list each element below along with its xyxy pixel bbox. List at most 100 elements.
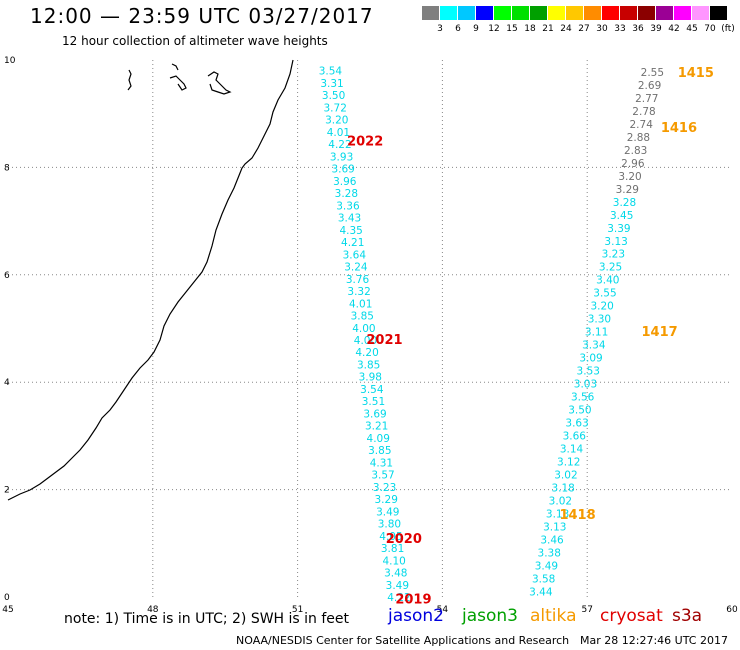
swh-value: 3.34 xyxy=(582,340,606,352)
y-tick-label: 2 xyxy=(4,486,10,496)
swh-value: 3.54 xyxy=(319,66,343,78)
swh-value: 3.58 xyxy=(532,574,555,586)
scale-swatch xyxy=(440,6,458,20)
swh-value: 3.38 xyxy=(538,548,561,560)
swh-value: 4.05 xyxy=(379,531,402,543)
swh-value: 3.29 xyxy=(616,184,639,196)
swh-value: 4.35 xyxy=(339,225,362,237)
swh-value: 3.76 xyxy=(346,274,370,286)
swh-value: 2.69 xyxy=(638,80,661,92)
swh-value: 3.98 xyxy=(359,372,382,384)
swh-value: 3.30 xyxy=(588,314,611,326)
pass-number-labels: 2022 2021 2020 2019 1415 1416 1417 1418 xyxy=(347,66,714,608)
pass-label: 1418 xyxy=(559,508,595,523)
scale-label: 39 xyxy=(650,24,662,34)
swh-value: 3.53 xyxy=(577,366,600,378)
swh-value: 3.55 xyxy=(593,288,616,300)
swh-value: 4.01 xyxy=(349,298,372,310)
scale-swatch xyxy=(602,6,620,20)
units-note: note: 1) Time is in UTC; 2) SWH is in fe… xyxy=(64,611,350,627)
swh-value: 3.69 xyxy=(331,164,354,176)
swh-value: 3.25 xyxy=(599,262,622,274)
y-tick-label: 0 xyxy=(4,593,10,603)
legend-cryosat: cryosat xyxy=(600,606,663,626)
swh-value: 3.29 xyxy=(375,494,398,506)
scale-swatch xyxy=(710,6,728,20)
swh-value: 3.49 xyxy=(376,506,399,518)
scale-label: 12 xyxy=(488,24,500,34)
legend-altika: altika xyxy=(530,606,577,626)
scale-swatch xyxy=(638,6,656,20)
map-title: 12:00 — 23:59 UTC 03/27/2017 xyxy=(30,4,374,28)
scale-label: 6 xyxy=(455,24,461,34)
swh-value: 4.31 xyxy=(370,457,393,469)
scale-label: 3 xyxy=(437,24,443,34)
y-tick-label: 10 xyxy=(4,56,16,66)
swh-value: 3.48 xyxy=(384,568,407,580)
swh-value: 4.01 xyxy=(327,127,350,139)
x-tick-label: 57 xyxy=(581,605,592,615)
swh-value: 3.20 xyxy=(590,301,613,313)
y-tick-label: 4 xyxy=(4,378,10,388)
swh-value: 3.14 xyxy=(560,444,584,456)
swh-value: 2.55 xyxy=(641,67,664,79)
swh-value: 3.69 xyxy=(363,408,386,420)
swh-value: 3.13 xyxy=(543,522,566,534)
swh-value: 3.96 xyxy=(333,176,357,188)
swh-value: 3.13 xyxy=(604,236,627,248)
swh-value: 3.43 xyxy=(338,213,361,225)
swh-value: 3.49 xyxy=(386,580,409,592)
y-tick-label: 6 xyxy=(4,271,10,281)
swh-value: 3.02 xyxy=(549,496,572,508)
x-tick-label: 54 xyxy=(437,605,449,615)
pass-label: 2022 xyxy=(347,135,383,150)
scale-label: 42 xyxy=(668,24,680,34)
swh-value: 3.28 xyxy=(613,197,636,209)
swh-value: 3.39 xyxy=(607,223,630,235)
footer-credit: NOAA/NESDIS Center for Satellite Applica… xyxy=(236,634,570,647)
pass-label: 2021 xyxy=(366,333,402,348)
scale-label: 45 xyxy=(686,24,698,34)
swh-value: 3.11 xyxy=(585,327,608,339)
scale-swatch xyxy=(584,6,602,20)
scale-swatch xyxy=(656,6,674,20)
scale-label: 70 xyxy=(704,24,716,34)
pass-label: 1416 xyxy=(661,121,697,136)
scale-label: 36 xyxy=(632,24,644,34)
scale-label: 18 xyxy=(524,24,536,34)
swh-value: 3.28 xyxy=(335,188,358,200)
x-tick-label: 45 xyxy=(2,605,13,615)
scale-swatch xyxy=(674,6,692,20)
swh-value: 3.02 xyxy=(554,470,577,482)
swh-value: 3.23 xyxy=(373,482,396,494)
coastline-path xyxy=(7,59,294,501)
scale-swatch xyxy=(512,6,530,20)
swh-value: 3.57 xyxy=(371,470,394,482)
island-c xyxy=(169,75,187,91)
swh-value: 3.46 xyxy=(540,535,564,547)
swh-value: 3.66 xyxy=(563,431,587,443)
swh-value: 3.31 xyxy=(320,78,343,90)
swh-value: 2.78 xyxy=(632,106,655,118)
swh-value: 3.72 xyxy=(324,102,347,114)
legend-s3a: s3a xyxy=(672,606,703,626)
swh-value: 4.00 xyxy=(354,335,377,347)
scale-swatch xyxy=(494,6,512,20)
swh-value: 3.50 xyxy=(322,90,345,102)
swh-value: 2.74 xyxy=(630,119,654,131)
pass-label: 1417 xyxy=(642,325,678,340)
pass-label: 1415 xyxy=(678,66,714,81)
swh-value: 3.12 xyxy=(557,457,580,469)
swh-value: 2.77 xyxy=(635,93,658,105)
swh-value: 3.13 xyxy=(546,509,569,521)
scale-swatch xyxy=(566,6,584,20)
swh-value: 3.56 xyxy=(571,392,595,404)
swh-value: 3.51 xyxy=(362,396,385,408)
swh-value: 4.22 xyxy=(387,592,410,604)
swh-value: 4.09 xyxy=(367,433,390,445)
scale-label: 9 xyxy=(473,24,479,34)
footer-timestamp: Mar 28 12:27:46 UTC 2017 xyxy=(580,634,728,647)
swh-value: 4.20 xyxy=(355,347,378,359)
track-west-swh-values: 3.543.313.503.723.204.014.223.933.693.96… xyxy=(319,66,411,604)
